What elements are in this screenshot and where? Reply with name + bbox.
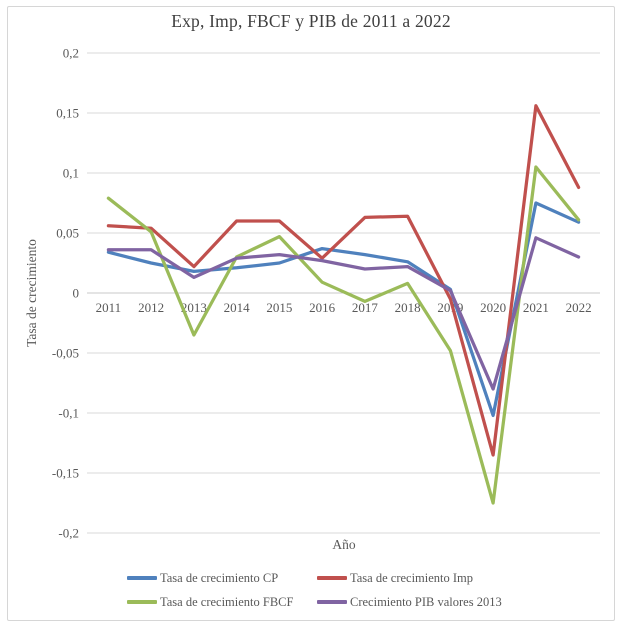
legend-line-swatch bbox=[317, 600, 347, 604]
x-tick-label: 2022 bbox=[566, 300, 592, 315]
legend-label: Tasa de crecimiento CP bbox=[160, 570, 279, 585]
x-tick-label: 2020 bbox=[480, 300, 506, 315]
x-tick-label: 2013 bbox=[181, 300, 207, 315]
x-tick-label: 2017 bbox=[352, 300, 379, 315]
x-tick-label: 2014 bbox=[224, 300, 251, 315]
legend-label: Tasa de crecimiento Imp bbox=[350, 570, 474, 585]
x-tick-label: 2012 bbox=[138, 300, 164, 315]
x-tick-label: 2015 bbox=[266, 300, 292, 315]
series-line-4 bbox=[106, 236, 581, 391]
x-tick-label: 2016 bbox=[309, 300, 336, 315]
x-tick-label: 2011 bbox=[96, 300, 122, 315]
y-tick-label: -0,05 bbox=[52, 346, 79, 361]
chart-title: Exp, Imp, FBCF y PIB de 2011 a 2022 bbox=[171, 11, 451, 31]
y-tick-label: -0,1 bbox=[58, 406, 79, 421]
x-tick-label: 2018 bbox=[395, 300, 421, 315]
y-tick-label: 0 bbox=[73, 286, 80, 301]
x-tick-label: 2021 bbox=[523, 300, 549, 315]
series-line-3 bbox=[106, 165, 581, 505]
x-axis-title: Año bbox=[332, 537, 356, 552]
legend-line-swatch bbox=[127, 576, 157, 580]
y-tick-label: 0,1 bbox=[63, 166, 79, 181]
legend-line-swatch bbox=[317, 576, 347, 580]
series-line-1 bbox=[106, 201, 581, 418]
y-tick-label: 0,05 bbox=[56, 226, 79, 241]
series-line-2 bbox=[106, 104, 581, 457]
y-tick-label: -0,15 bbox=[52, 466, 79, 481]
legend-item-1: Tasa de crecimiento CP bbox=[127, 570, 317, 586]
legend-item-4: Crecimiento PIB valores 2013 bbox=[317, 594, 502, 610]
legend-label: Crecimiento PIB valores 2013 bbox=[350, 594, 502, 609]
legend-line-swatch bbox=[127, 600, 157, 604]
legend-label: Tasa de crecimiento FBCF bbox=[160, 594, 294, 609]
y-tick-label: -0,2 bbox=[58, 526, 79, 541]
y-tick-label: 0,15 bbox=[56, 106, 79, 121]
legend-item-3: Tasa de crecimiento FBCF bbox=[127, 594, 317, 610]
legend: Tasa de crecimiento CP Tasa de crecimient… bbox=[127, 570, 502, 610]
legend-item-2: Tasa de crecimiento Imp bbox=[317, 570, 502, 586]
y-tick-label: 0,2 bbox=[63, 46, 79, 61]
